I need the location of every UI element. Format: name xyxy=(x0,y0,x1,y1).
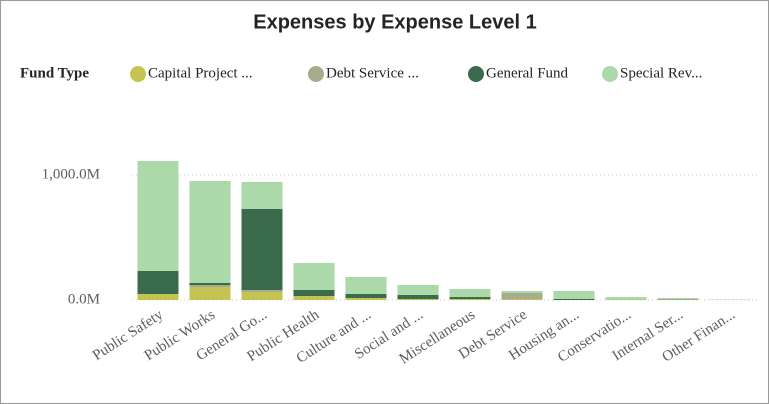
legend-swatch xyxy=(468,66,484,82)
y-tick-label: 1,000.0M xyxy=(42,166,100,182)
bar-segment xyxy=(605,299,647,300)
bar-segment xyxy=(657,298,699,299)
bar-segment xyxy=(397,295,439,299)
bar-segment xyxy=(293,290,335,296)
bar-segment xyxy=(553,291,595,299)
bar-segment xyxy=(553,299,595,300)
bar-segment xyxy=(293,263,335,290)
bar-segment xyxy=(137,271,179,294)
legend-label: Capital Project ... xyxy=(148,65,253,81)
bar-segment xyxy=(501,299,543,300)
bar-segment xyxy=(397,299,439,300)
y-tick-label: 0.0M xyxy=(68,291,100,307)
bar-segment xyxy=(501,291,543,293)
bar-segment xyxy=(397,285,439,295)
bar-segment xyxy=(501,293,543,299)
bar-segment xyxy=(137,294,179,300)
bar-segment xyxy=(241,182,283,209)
bar-segment xyxy=(189,285,231,287)
bar-segment xyxy=(345,277,387,294)
bar-segment xyxy=(345,298,387,300)
bar-segment xyxy=(137,161,179,271)
bar-segment xyxy=(189,287,231,300)
legend-swatch xyxy=(308,66,324,82)
bar-segment xyxy=(241,209,283,290)
legend-swatch xyxy=(130,66,146,82)
bar-segment xyxy=(709,299,751,300)
bar-segment xyxy=(345,294,387,298)
bar-segment xyxy=(605,297,647,300)
chart-title: Expenses by Expense Level 1 xyxy=(253,11,537,33)
bar-segment xyxy=(241,292,283,300)
bar-segment xyxy=(449,297,491,299)
bar-segment xyxy=(449,289,491,297)
legend-title: Fund Type xyxy=(20,65,89,81)
legend-label: Debt Service ... xyxy=(326,65,419,81)
bar-segment xyxy=(657,299,699,300)
bar-segment xyxy=(449,299,491,300)
bar-segment xyxy=(241,290,283,292)
legend-label: General Fund xyxy=(486,65,569,81)
legend-swatch xyxy=(602,66,618,82)
bar-segment xyxy=(189,181,231,283)
legend-label: Special Rev... xyxy=(620,65,702,81)
bar-segment xyxy=(189,283,231,285)
bar-segment xyxy=(293,296,335,300)
